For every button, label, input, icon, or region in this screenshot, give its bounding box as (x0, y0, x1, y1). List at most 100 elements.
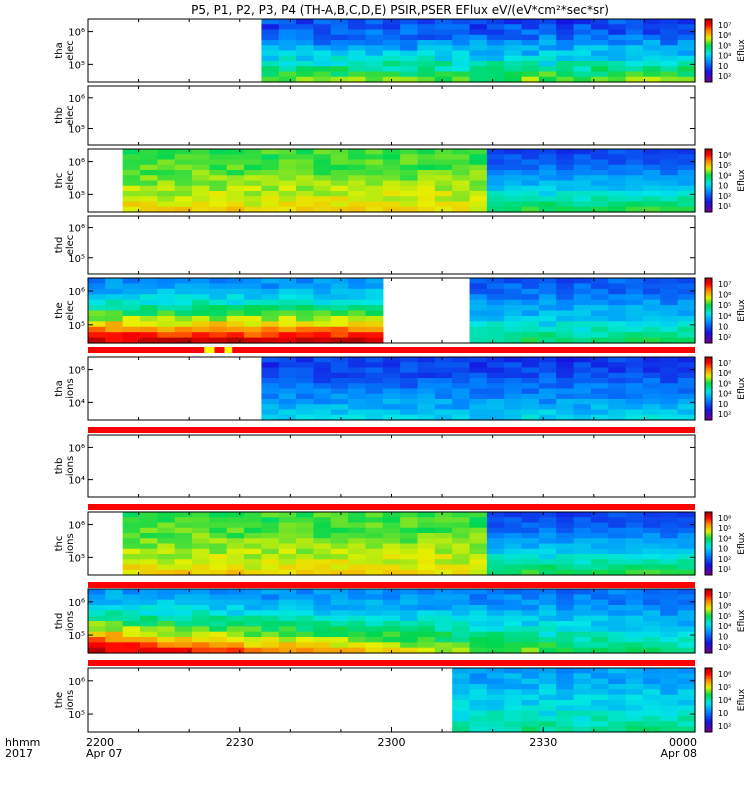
spectrogram-cell (643, 283, 661, 289)
spectrogram-cell (123, 549, 141, 555)
spectrogram-cell (313, 621, 331, 627)
spectrogram-cell (123, 626, 141, 632)
spectrogram-cell (504, 373, 522, 379)
spectrogram-cell (435, 610, 453, 616)
spectrogram-cell (244, 300, 262, 306)
spectrogram-cell (626, 684, 644, 690)
spectrogram-cell (487, 30, 505, 36)
spectrogram-cell (140, 154, 158, 160)
spectrogram-cell (400, 399, 418, 405)
spectrogram-cell (261, 554, 279, 560)
spectrogram-cell (556, 311, 574, 317)
spectrogram-cell (400, 154, 418, 160)
spectrogram-cell (643, 40, 661, 46)
spectrogram-cell (123, 610, 141, 616)
spectrogram-cell (140, 565, 158, 571)
spectrogram-cell (539, 30, 557, 36)
spectrogram-cell (331, 165, 349, 171)
spectrogram-cell (192, 589, 210, 595)
spectrogram-cell (678, 327, 696, 333)
spectrogram-cell (608, 679, 626, 685)
spectrogram-cell (678, 589, 696, 595)
spectrogram-cell (504, 170, 522, 176)
spectrogram-cell (591, 332, 609, 338)
spectrogram-cell (608, 711, 626, 717)
spectrogram-cell (522, 621, 540, 627)
spectrogram-cell (643, 332, 661, 338)
spectrogram-cell (487, 679, 505, 685)
spectrogram-cell (383, 378, 401, 384)
spectrogram-cell (608, 175, 626, 181)
spectrogram-cell (574, 523, 592, 529)
spectrogram-cell (348, 191, 366, 197)
spectrogram-cell (192, 528, 210, 534)
spectrogram-cell (365, 72, 383, 78)
spectrogram-cell (209, 637, 227, 643)
spectrogram-cell (626, 410, 644, 416)
spectrogram-cell (279, 549, 297, 555)
spectrogram-cell (296, 399, 314, 405)
spectrogram-cell (522, 191, 540, 197)
spectrogram-cell (157, 589, 175, 595)
spectrogram-cell (608, 721, 626, 727)
spectrogram-cell (331, 554, 349, 560)
spectrogram-cell (522, 149, 540, 155)
spectrogram-cell (157, 181, 175, 187)
spectrogram-cell (383, 66, 401, 72)
spectrogram-cell (296, 181, 314, 187)
spectrogram-cell (522, 300, 540, 306)
spectrogram-cell (591, 533, 609, 539)
spectrogram-cell (626, 394, 644, 400)
spectrogram-cell (435, 160, 453, 166)
spectrogram-cell (435, 559, 453, 565)
spectrogram-cell (140, 316, 158, 322)
spectrogram-cell (556, 538, 574, 544)
spectrogram-cell (400, 66, 418, 72)
spectrogram-cell (539, 533, 557, 539)
spectrogram-cell (105, 594, 123, 600)
spectrogram-cell (643, 35, 661, 41)
spectrogram-cell (591, 626, 609, 632)
spectrogram-cell (660, 316, 678, 322)
spectrogram-cell (365, 154, 383, 160)
spectrogram-cell (313, 283, 331, 289)
spectrogram-cell (574, 278, 592, 284)
spectrogram-cell (261, 40, 279, 46)
spectrogram-cell (470, 610, 488, 616)
spectrogram-cell (105, 589, 123, 595)
spectrogram-cell (296, 533, 314, 539)
spectrogram-cell (608, 332, 626, 338)
spectrogram-cell (348, 605, 366, 611)
spectrogram-cell (487, 668, 505, 674)
spectrogram-cell (678, 202, 696, 208)
spectrogram-cell (123, 528, 141, 534)
spectrogram-cell (522, 35, 540, 41)
spectrogram-cell (244, 316, 262, 322)
spectrogram-cell (591, 517, 609, 523)
spectrogram-cell (504, 19, 522, 25)
spectrogram-cell (556, 19, 574, 25)
spectrogram-cell (504, 512, 522, 518)
spectrogram-cell (296, 154, 314, 160)
spectrogram-cell (279, 565, 297, 571)
spectrogram-cell (279, 517, 297, 523)
spectrogram-cell (296, 321, 314, 327)
spectrogram-cell (660, 368, 678, 374)
spectrogram-cell (209, 321, 227, 327)
spectrogram-cell (470, 321, 488, 327)
spectrogram-cell (626, 549, 644, 555)
spectrogram-cell (626, 368, 644, 374)
spectrogram-cell (279, 283, 297, 289)
spectrogram-cell (608, 311, 626, 317)
spectrogram-cell (487, 61, 505, 67)
spectrogram-cell (261, 316, 279, 322)
spectrogram-cell (383, 410, 401, 416)
colorbar-tick-label: 10⁴ (718, 171, 731, 180)
spectrogram-cell (574, 196, 592, 202)
spectrogram-cell (435, 362, 453, 368)
spectrogram-cell (348, 321, 366, 327)
spectrogram-cell (487, 554, 505, 560)
spectrogram-cell (261, 61, 279, 67)
spectrogram-cell (470, 668, 488, 674)
spectrogram-cell (591, 610, 609, 616)
